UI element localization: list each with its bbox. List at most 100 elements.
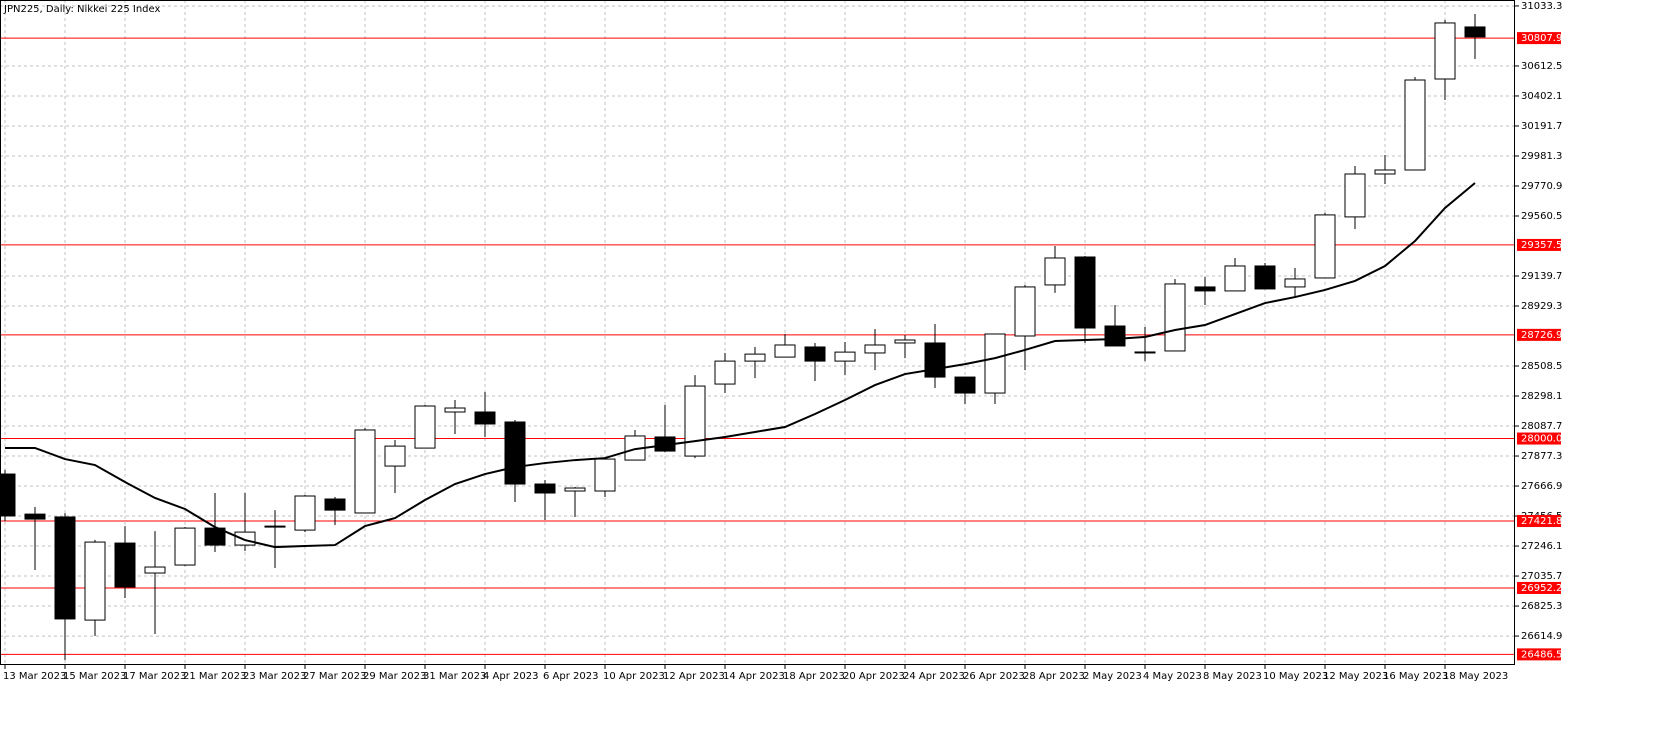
x-tick-label: 4 Apr 2023	[483, 671, 538, 682]
level-label-bg	[1517, 581, 1561, 594]
level-label-bg	[1517, 648, 1561, 661]
x-tick-label: 2 May 2023	[1083, 671, 1142, 682]
candle-body	[774, 344, 796, 358]
x-tick-label: 10 Apr 2023	[603, 671, 665, 682]
candle-body	[384, 445, 406, 467]
x-tick-label: 10 May 2023	[1263, 671, 1328, 682]
candle-body	[1164, 283, 1186, 352]
candle-body	[474, 411, 496, 425]
x-tick-label: 28 Apr 2023	[1023, 671, 1085, 682]
candle-body	[174, 527, 196, 566]
x-tick-label: 21 Mar 2023	[183, 671, 246, 682]
y-tick-label: 26614.9	[1521, 631, 1562, 642]
x-tick-label: 14 Apr 2023	[723, 671, 785, 682]
x-tick-label: 29 Mar 2023	[363, 671, 426, 682]
x-tick-label: 12 Apr 2023	[663, 671, 725, 682]
candle-body	[24, 513, 46, 520]
candle-body	[1464, 26, 1486, 38]
x-tick-label: 18 Apr 2023	[783, 671, 845, 682]
level-label: 28000.0	[1521, 434, 1562, 445]
candle-body	[1284, 278, 1306, 288]
candle-body	[54, 516, 76, 620]
x-tick-label: 27 Mar 2023	[303, 671, 366, 682]
y-tick-label: 30612.5	[1521, 61, 1562, 72]
x-tick-label: 16 May 2023	[1383, 671, 1448, 682]
candle-body	[1404, 79, 1426, 171]
level-label: 26486.5	[1521, 649, 1562, 660]
candle-body	[864, 344, 886, 354]
candle-body	[834, 351, 856, 362]
level-label-bg	[1517, 32, 1561, 45]
candle-body	[0, 473, 16, 517]
plot-frame	[0, 0, 1515, 665]
candle-body	[534, 483, 556, 494]
candle-body	[924, 342, 946, 378]
candle-body	[1434, 22, 1456, 80]
y-tick-label: 27035.7	[1521, 571, 1562, 582]
candle-body	[1074, 256, 1096, 329]
candle-body	[1224, 265, 1246, 292]
x-tick-label: 18 May 2023	[1443, 671, 1508, 682]
x-tick-label: 15 Mar 2023	[63, 671, 126, 682]
y-tick-label: 30191.7	[1521, 121, 1562, 132]
candle-body	[294, 495, 316, 531]
plot	[0, 13, 1515, 661]
x-tick-label: 6 Apr 2023	[543, 671, 598, 682]
y-tick-label: 29560.5	[1521, 211, 1562, 222]
y-tick-label: 28298.1	[1521, 391, 1562, 402]
x-tick-label: 31 Mar 2023	[423, 671, 486, 682]
candle-body	[1314, 214, 1336, 279]
candle-body	[354, 429, 376, 514]
x-tick-label: 13 Mar 2023	[3, 671, 66, 682]
chart-title: JPN225, Daily: Nikkei 225 Index	[3, 4, 160, 15]
axes: 31033.3 30612.5 30402.1 30191.7 29981.3 29770…	[3, 1, 1562, 682]
candle-body	[804, 346, 826, 362]
y-tick-label: 28508.5	[1521, 361, 1562, 372]
x-tick-label: 24 Apr 2023	[903, 671, 965, 682]
candle-body	[984, 333, 1006, 394]
candle-body	[894, 339, 916, 344]
candle-body	[714, 360, 736, 385]
candle-body	[84, 541, 106, 621]
candle-body	[264, 525, 286, 528]
level-label: 28726.9	[1521, 330, 1562, 341]
y-tick-label: 28929.3	[1521, 301, 1562, 312]
y-tick-label: 26825.3	[1521, 601, 1562, 612]
candle-body	[234, 531, 256, 546]
candle-body	[144, 566, 166, 574]
level-label: 30807.9	[1521, 33, 1562, 44]
y-tick-label: 29139.7	[1521, 271, 1562, 282]
y-tick-label: 28087.7	[1521, 421, 1562, 432]
x-tick-label: 20 Apr 2023	[843, 671, 905, 682]
y-tick-label: 27877.3	[1521, 451, 1562, 462]
x-tick-label: 12 May 2023	[1323, 671, 1388, 682]
candle-body	[1194, 286, 1216, 292]
candle-body	[1344, 173, 1366, 218]
y-tick-label: 27246.1	[1521, 541, 1562, 552]
y-tick-label: 27666.9	[1521, 481, 1562, 492]
candle-body	[504, 421, 526, 485]
candle-body	[594, 458, 616, 492]
grid	[0, 0, 1515, 665]
candle-body	[1134, 351, 1156, 354]
level-label: 27421.8	[1521, 516, 1562, 527]
x-tick-label: 8 May 2023	[1203, 671, 1262, 682]
candle-body	[1374, 169, 1396, 175]
moving-average	[5, 182, 1476, 549]
x-tick-label: 4 May 2023	[1143, 671, 1202, 682]
candle-body	[414, 405, 436, 449]
y-tick-label: 31033.3	[1521, 1, 1562, 12]
candle-body	[444, 407, 466, 413]
level-label-bg	[1517, 514, 1561, 527]
level-label: 26952.2	[1521, 583, 1562, 594]
y-tick-label: 30402.1	[1521, 91, 1562, 102]
candle-body	[114, 542, 136, 588]
level-label: 29357.5	[1521, 240, 1562, 251]
level-label-bg	[1517, 432, 1561, 445]
candle-body	[564, 487, 586, 492]
candle-body	[324, 498, 346, 511]
level-label-bg	[1517, 238, 1561, 251]
candle-body	[744, 353, 766, 362]
level-label-bg	[1517, 328, 1561, 341]
